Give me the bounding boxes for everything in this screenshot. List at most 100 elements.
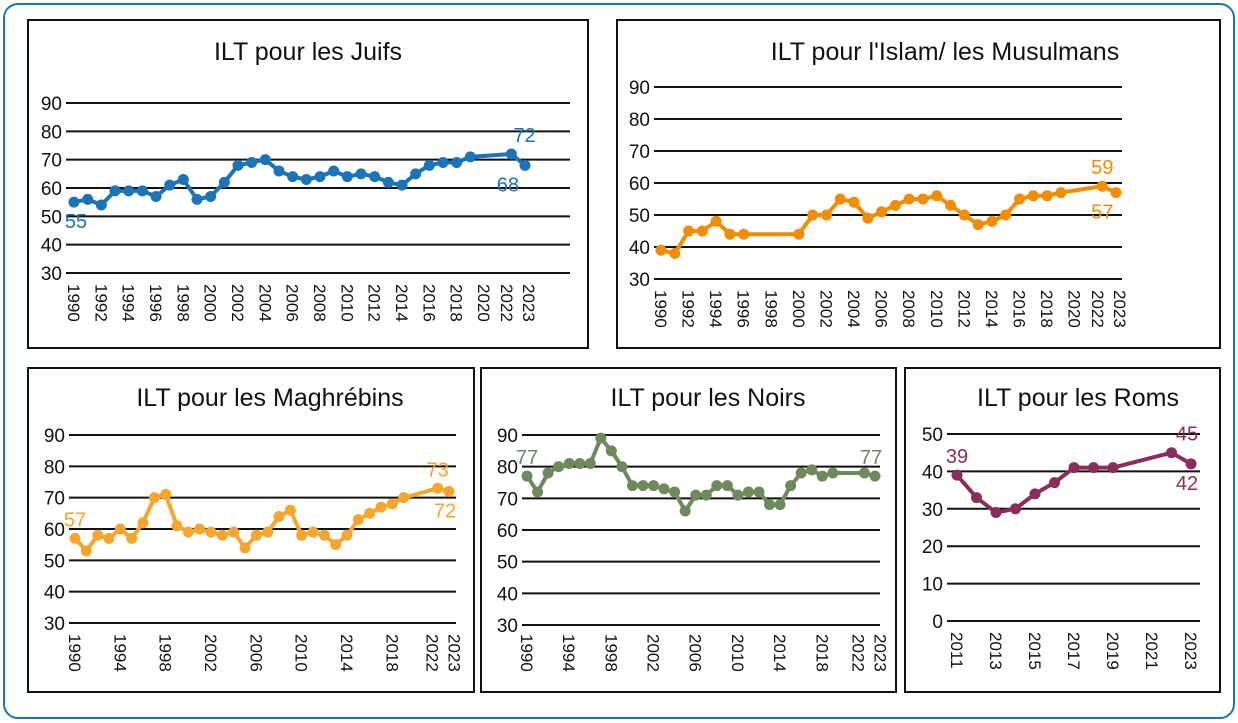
data-point xyxy=(889,199,901,211)
data-point xyxy=(795,467,807,479)
data-point xyxy=(1185,458,1197,470)
data-point xyxy=(1096,180,1108,192)
x-tick-label: 1994 xyxy=(119,284,138,322)
x-tick-label: 2010 xyxy=(292,634,311,672)
data-point xyxy=(521,470,533,482)
x-tick-label: 2010 xyxy=(728,634,747,672)
data-point xyxy=(658,483,670,495)
data-point xyxy=(114,523,126,535)
x-tick-label: 1990 xyxy=(64,284,83,322)
data-point xyxy=(869,470,881,482)
data-point xyxy=(679,505,691,517)
x-tick-label: 1998 xyxy=(601,634,620,672)
y-tick-label: 20 xyxy=(922,537,943,558)
data-point xyxy=(505,148,517,160)
data-point xyxy=(109,185,121,197)
data-point xyxy=(655,244,667,256)
data-point xyxy=(1110,187,1122,199)
x-tick-label: 2010 xyxy=(337,284,356,322)
chart-panel-border xyxy=(904,367,1221,693)
data-point xyxy=(700,489,712,501)
y-tick-label: 0 xyxy=(932,612,943,633)
x-tick-label: 2023 xyxy=(519,284,538,322)
data-point xyxy=(443,485,455,497)
x-tick-label: 1992 xyxy=(679,290,698,328)
data-point xyxy=(432,482,444,494)
data-point xyxy=(753,486,765,498)
data-point xyxy=(123,185,135,197)
data-point xyxy=(1027,190,1039,202)
data-label: 39 xyxy=(946,446,968,468)
data-point xyxy=(574,458,586,469)
data-point xyxy=(738,228,750,240)
data-point xyxy=(724,228,736,240)
x-tick-label: 2004 xyxy=(255,284,274,322)
data-point xyxy=(69,532,81,544)
y-tick-label: 90 xyxy=(41,94,62,115)
chart-title: ILT pour les Noirs xyxy=(611,384,806,412)
data-point xyxy=(1013,193,1025,205)
data-point xyxy=(355,168,367,180)
data-point xyxy=(958,209,970,221)
chart-title: ILT pour les Juifs xyxy=(214,38,402,66)
data-point xyxy=(386,498,398,510)
data-point xyxy=(1029,488,1041,500)
data-point xyxy=(318,529,330,541)
data-point xyxy=(584,458,596,469)
data-point xyxy=(774,499,786,511)
x-tick-label: 2023 xyxy=(1181,632,1200,670)
data-point xyxy=(95,199,107,211)
chart-panel-border xyxy=(27,19,589,349)
data-point xyxy=(1049,477,1060,489)
x-tick-label: 1990 xyxy=(651,290,670,328)
data-point xyxy=(284,504,296,516)
x-tick-label: 2021 xyxy=(1142,632,1161,670)
x-tick-label: 2011 xyxy=(947,632,966,669)
data-point xyxy=(239,542,251,554)
data-point xyxy=(648,480,660,492)
data-point xyxy=(626,480,638,492)
data-point xyxy=(150,191,162,202)
y-tick-label: 30 xyxy=(41,264,62,285)
data-point xyxy=(341,529,353,541)
data-point xyxy=(683,225,695,237)
x-tick-label: 2014 xyxy=(982,290,1001,328)
data-point xyxy=(369,171,381,183)
data-point xyxy=(806,464,818,476)
y-tick-label: 40 xyxy=(44,583,65,604)
data-point xyxy=(793,228,805,240)
data-label: 68 xyxy=(497,174,519,196)
data-point xyxy=(352,514,364,526)
data-point xyxy=(971,492,982,504)
x-tick-label: 2013 xyxy=(986,632,1005,670)
x-tick-label: 2006 xyxy=(246,634,265,672)
x-tick-label: 2023 xyxy=(871,634,890,672)
data-point xyxy=(273,510,285,522)
data-label: 77 xyxy=(516,447,538,469)
x-tick-label: 2022 xyxy=(497,284,516,322)
x-tick-label: 2002 xyxy=(228,284,247,322)
x-tick-label: 2022 xyxy=(1088,290,1107,328)
data-point xyxy=(820,209,832,221)
y-tick-label: 30 xyxy=(629,270,650,291)
data-point xyxy=(464,151,476,163)
data-point xyxy=(136,185,148,197)
x-tick-label: 2018 xyxy=(382,634,401,672)
data-point xyxy=(216,529,228,541)
data-point xyxy=(690,489,702,501)
data-point xyxy=(307,526,319,538)
data-point xyxy=(273,165,285,177)
data-point xyxy=(364,507,376,519)
x-tick-label: 2016 xyxy=(419,284,438,322)
data-point xyxy=(228,526,240,538)
data-point xyxy=(1107,462,1119,474)
y-tick-label: 50 xyxy=(629,206,650,227)
x-tick-label: 2002 xyxy=(644,634,663,672)
chart-maghrebins: ILT pour les Maghrébins90807060504030199… xyxy=(27,367,475,693)
data-point xyxy=(563,458,575,469)
y-tick-label: 40 xyxy=(41,236,62,257)
data-point xyxy=(398,492,410,504)
data-point xyxy=(246,157,258,168)
data-point xyxy=(931,190,943,202)
data-point xyxy=(232,159,244,171)
